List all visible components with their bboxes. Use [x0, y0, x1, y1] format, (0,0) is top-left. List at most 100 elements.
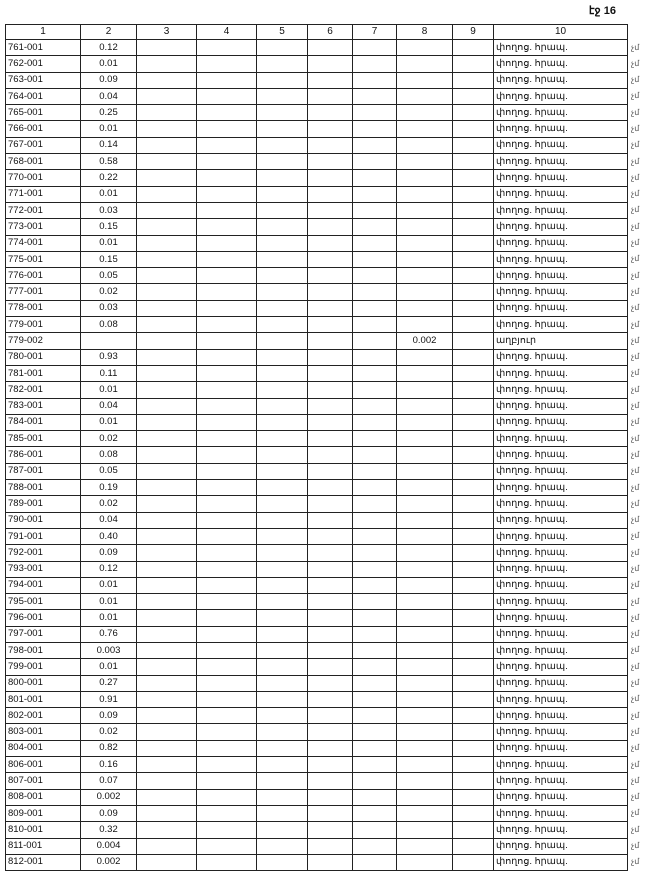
- cell-col-10: փողոց. հրապ.: [493, 413, 628, 432]
- cell-col-2: 0.32: [80, 821, 137, 839]
- cell-col-5: [256, 853, 308, 872]
- cell-col-10: փողոց. հրապ.: [493, 38, 628, 57]
- column-header-2: 2: [80, 24, 137, 40]
- cell-col-1: 803-001: [5, 723, 81, 741]
- margin-mark: չմ: [631, 140, 640, 150]
- cell-col-4: [196, 120, 257, 138]
- cell-col-6: [307, 609, 353, 627]
- table-row: 789-001 0.02 փողոց. հրապ.: [5, 495, 628, 513]
- table-row: 773-001 0.15 փողոց. հրապ.: [5, 218, 628, 236]
- cell-col-1: 794-001: [5, 576, 81, 595]
- cell-col-8: [396, 479, 453, 497]
- cell-col-2: 0.01: [80, 609, 137, 627]
- cell-col-10: փողոց. հրապ.: [493, 185, 628, 203]
- table-row: 783-001 0.04 փողոց. հրապ.: [5, 397, 628, 415]
- cell-col-2: 0.05: [80, 267, 137, 285]
- cell-col-2: 0.03: [80, 201, 137, 220]
- cell-col-7: [352, 430, 397, 448]
- cell-col-3: [136, 169, 197, 187]
- table-row: 806-001 0.16 փողոց. հրապ.: [5, 756, 628, 774]
- cell-col-10: փողոց. հրապ.: [493, 316, 628, 334]
- cell-col-7: [352, 218, 397, 236]
- cell-col-3: [136, 462, 197, 481]
- cell-col-6: [307, 332, 353, 350]
- cell-col-4: [196, 690, 257, 709]
- cell-col-9: [452, 462, 494, 481]
- table-row: 767-001 0.14 փողոց. հրապ.: [5, 136, 628, 155]
- cell-col-3: [136, 55, 197, 73]
- cell-col-10: փողոց. հրապ.: [493, 299, 628, 318]
- cell-col-4: [196, 853, 257, 872]
- cell-col-1: 777-001: [5, 283, 81, 301]
- cell-col-4: [196, 804, 257, 823]
- cell-col-6: [307, 804, 353, 823]
- cell-col-9: [452, 804, 494, 823]
- cell-col-8: [396, 316, 453, 334]
- cell-col-1: 791-001: [5, 527, 81, 546]
- margin-mark: չմ: [631, 710, 640, 720]
- cell-col-8: [396, 511, 453, 529]
- cell-col-1: 795-001: [5, 593, 81, 611]
- cell-col-10: փողոց. հրապ.: [493, 104, 628, 122]
- cell-col-1: 787-001: [5, 462, 81, 481]
- table-row: 782-001 0.01 փողոց. հրապ.: [5, 381, 628, 399]
- cell-col-4: [196, 218, 257, 236]
- cell-col-8: [396, 38, 453, 57]
- cell-col-3: [136, 201, 197, 220]
- margin-mark: չմ: [631, 335, 640, 345]
- cell-col-5: [256, 690, 308, 709]
- cell-col-6: [307, 641, 353, 660]
- cell-col-2: 0.12: [80, 560, 137, 578]
- cell-col-3: [136, 495, 197, 513]
- cell-col-1: 780-001: [5, 348, 81, 366]
- cell-col-6: [307, 739, 353, 758]
- cell-col-10: փողոց. հրապ.: [493, 71, 628, 89]
- cell-col-7: [352, 299, 397, 318]
- cell-col-8: [396, 593, 453, 611]
- cell-col-3: [136, 234, 197, 252]
- cell-col-10: փողոց. հրապ.: [493, 153, 628, 171]
- margin-mark: չմ: [631, 107, 640, 117]
- cell-col-1: 762-001: [5, 55, 81, 73]
- cell-col-2: 0.11: [80, 364, 137, 383]
- margin-mark: չմ: [631, 91, 640, 101]
- cell-col-4: [196, 462, 257, 481]
- cell-col-6: [307, 299, 353, 318]
- cell-col-4: [196, 495, 257, 513]
- cell-col-10: փողոց. հրապ.: [493, 625, 628, 643]
- table-row: 768-001 0.58 փողոց. հրապ.: [5, 153, 628, 171]
- table-row: 792-001 0.09 փողոց. հրապ.: [5, 544, 628, 562]
- cell-col-5: [256, 104, 308, 122]
- cell-col-10: փողոց. հրապ.: [493, 756, 628, 774]
- cell-col-9: [452, 707, 494, 725]
- cell-col-7: [352, 38, 397, 57]
- cell-col-1: 784-001: [5, 413, 81, 432]
- cell-col-8: [396, 756, 453, 774]
- cell-col-2: 0.03: [80, 299, 137, 318]
- cell-col-4: [196, 479, 257, 497]
- cell-col-10: փողոց. հրապ.: [493, 511, 628, 529]
- cell-col-10: փողոց. հրապ.: [493, 658, 628, 676]
- column-header-4: 4: [196, 24, 257, 40]
- cell-col-6: [307, 234, 353, 252]
- cell-col-8: [396, 87, 453, 106]
- column-header-3: 3: [136, 24, 197, 40]
- cell-col-10: փողոց. հրապ.: [493, 804, 628, 823]
- cell-col-6: [307, 87, 353, 106]
- cell-col-3: [136, 218, 197, 236]
- cell-col-8: [396, 364, 453, 383]
- cell-col-10: փողոց. հրապ.: [493, 250, 628, 269]
- cell-col-9: [452, 267, 494, 285]
- cell-col-4: [196, 658, 257, 676]
- cell-col-9: [452, 413, 494, 432]
- cell-col-4: [196, 413, 257, 432]
- cell-col-3: [136, 397, 197, 415]
- cell-col-2: 0.08: [80, 316, 137, 334]
- cell-col-6: [307, 136, 353, 155]
- cell-col-9: [452, 201, 494, 220]
- cell-col-9: [452, 104, 494, 122]
- cell-col-3: [136, 788, 197, 806]
- table-row: 766-001 0.01 փողոց. հրապ.: [5, 120, 628, 138]
- cell-col-2: 0.02: [80, 430, 137, 448]
- margin-mark: չմ: [631, 841, 640, 851]
